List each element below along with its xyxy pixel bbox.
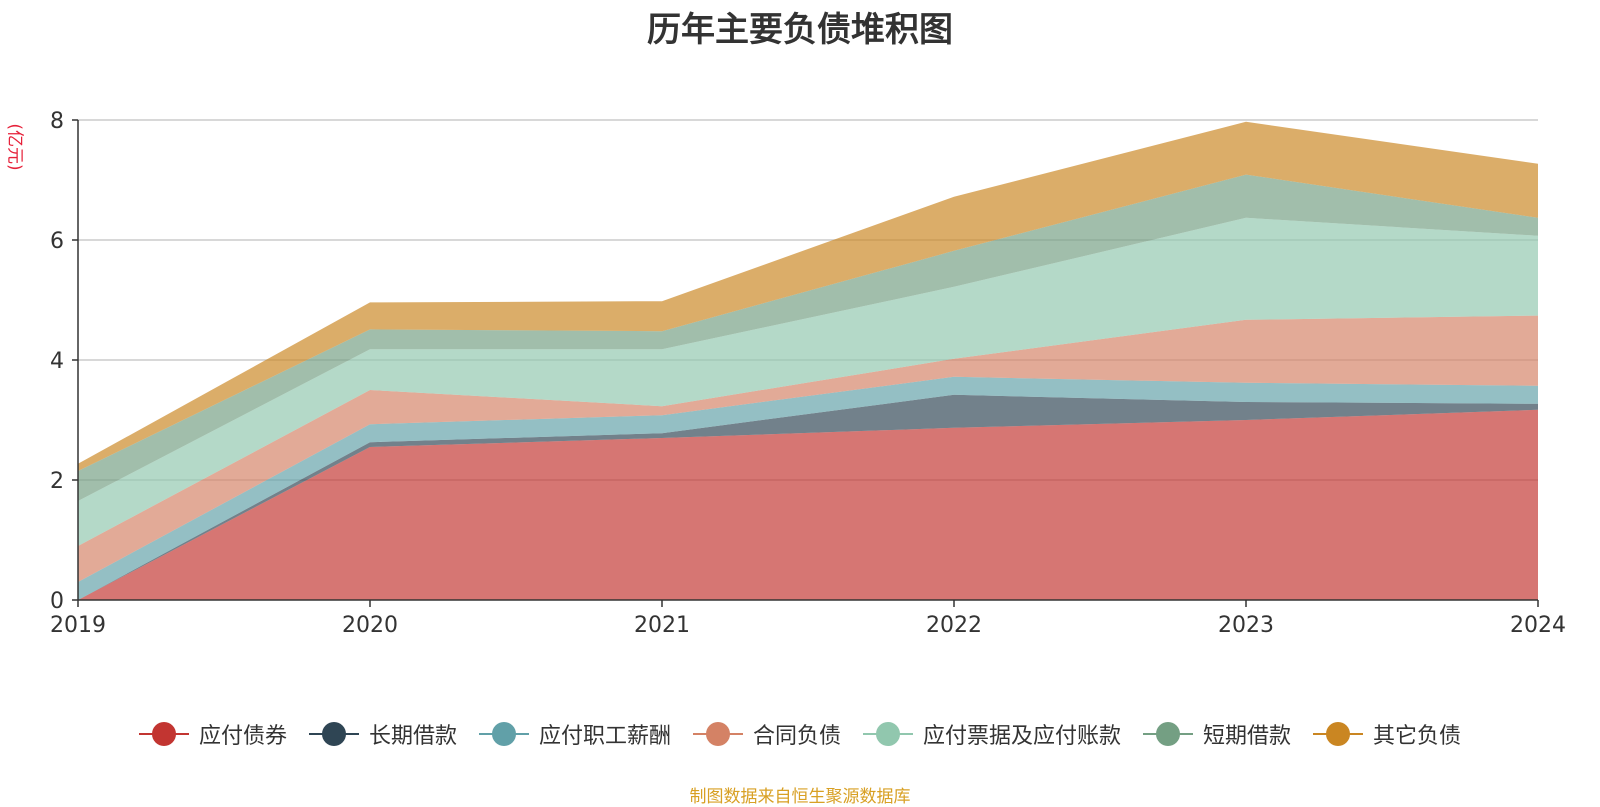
y-tick-label: 4 xyxy=(50,349,64,374)
y-tick-label: 0 xyxy=(50,589,64,614)
legend-item-0[interactable]: 应付债券 xyxy=(138,718,287,750)
legend-marker-icon xyxy=(138,721,189,747)
y-tick-label: 8 xyxy=(50,109,64,134)
area-series-5 xyxy=(78,174,1538,501)
legend-label: 应付债券 xyxy=(198,724,287,749)
legend-marker-icon xyxy=(1313,721,1364,747)
legend-marker-icon xyxy=(863,721,913,747)
legend-marker-icon xyxy=(308,721,359,747)
area-series-6 xyxy=(78,121,1538,472)
legend-label: 短期借款 xyxy=(1203,724,1292,749)
legend: 应付债券 长期借款 应付职工薪酬 合同负债 应付票据及应付账款 短期借款 其它负债 xyxy=(0,718,1600,750)
legend-marker-icon xyxy=(692,721,743,747)
y-tick-label: 2 xyxy=(50,469,64,494)
area-series-3 xyxy=(78,315,1538,582)
legend-label: 其它负债 xyxy=(1373,724,1462,749)
legend-item-1[interactable]: 长期借款 xyxy=(308,718,457,750)
x-tick-label: 2020 xyxy=(342,613,398,638)
stacked-area-chart: 0 2 4 6 8 2019 2020 2021 2022 2023 2024 xyxy=(50,109,1566,638)
area-series-2 xyxy=(78,376,1538,600)
x-tick-label: 2021 xyxy=(634,613,690,638)
legend-item-4[interactable]: 应付票据及应付账款 xyxy=(863,718,1121,750)
legend-marker-icon xyxy=(1143,721,1194,747)
legend-item-5[interactable]: 短期借款 xyxy=(1143,718,1291,750)
area-series-0 xyxy=(78,409,1538,600)
y-tick-label: 6 xyxy=(50,229,64,254)
legend-marker-icon xyxy=(478,721,529,747)
legend-item-3[interactable]: 合同负债 xyxy=(692,718,841,750)
legend-item-2[interactable]: 应付职工薪酬 xyxy=(478,718,671,750)
legend-label: 应付票据及应付账款 xyxy=(923,724,1122,749)
legend-item-6[interactable]: 其它负债 xyxy=(1313,718,1461,750)
chart-title: 历年主要负债堆积图 xyxy=(647,10,953,50)
legend-label: 应付职工薪酬 xyxy=(538,724,671,749)
data-source-note: 制图数据来自恒生聚源数据库 xyxy=(689,787,911,807)
x-tick-label: 2022 xyxy=(926,613,982,638)
legend-label: 长期借款 xyxy=(368,724,457,749)
area-series-4 xyxy=(78,217,1538,547)
x-tick-label: 2023 xyxy=(1218,613,1274,638)
x-tick-label: 2024 xyxy=(1510,613,1566,638)
x-tick-label: 2019 xyxy=(50,613,106,638)
legend-label: 合同负债 xyxy=(752,724,841,749)
